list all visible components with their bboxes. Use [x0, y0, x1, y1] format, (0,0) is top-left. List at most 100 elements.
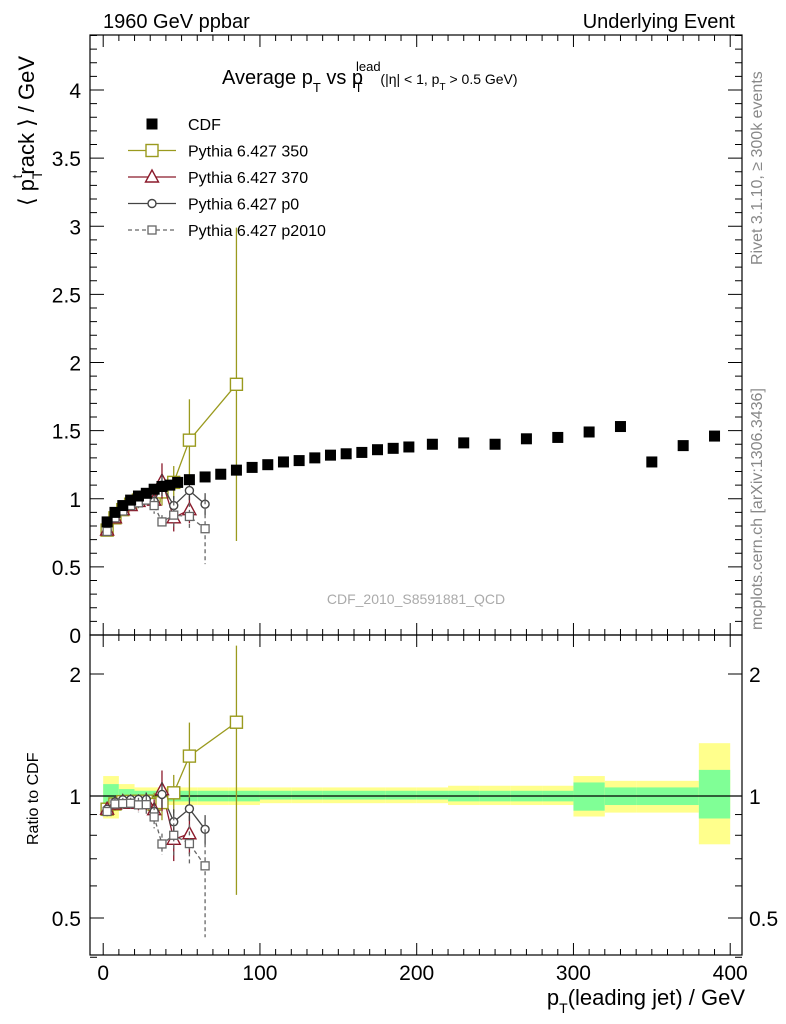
- ratio-point-pythia-6-427-350: [167, 786, 181, 800]
- y-tick-label: 2.5: [52, 284, 81, 307]
- y-tick-label: 3: [69, 216, 81, 239]
- point-cdf: [426, 438, 438, 450]
- x-tick-label: 100: [242, 962, 277, 985]
- y-tick-label: 0.5: [52, 557, 81, 580]
- band-inner-bin: [322, 790, 354, 800]
- mcplots-label: mcplots.cern.ch [arXiv:1306.3436]: [749, 388, 766, 630]
- point-cdf: [277, 456, 289, 468]
- y-tick-label: 1.5: [52, 421, 81, 444]
- legend-entry: CDF: [146, 117, 221, 134]
- band-inner-bin: [416, 790, 449, 800]
- point-cdf: [101, 516, 113, 528]
- point-cdf: [387, 442, 399, 454]
- y-tick-label: 4: [69, 80, 81, 103]
- ratio-point-pythia-6-427-p0: [184, 804, 195, 814]
- point-cdf: [132, 490, 144, 502]
- band-inner-bin: [291, 790, 323, 800]
- ratio-y-tick-label-right: 0.5: [749, 908, 778, 931]
- y-tick-label: 2: [69, 353, 81, 376]
- point-cdf: [164, 479, 176, 491]
- ratio-point-pythia-6-427-p2010: [141, 800, 151, 810]
- ratio-point-pythia-6-427-p2010: [102, 806, 112, 817]
- point-cdf: [109, 506, 121, 518]
- point-pythia-6-427-p2010: [184, 511, 195, 522]
- legend-marker: [147, 225, 157, 235]
- point-cdf: [583, 426, 595, 438]
- legend-marker: [146, 118, 158, 130]
- ratio-point-pythia-6-427-p2010: [157, 839, 167, 849]
- legend-entry: Pythia 6.427 p0: [128, 197, 299, 214]
- point-cdf: [156, 480, 168, 492]
- point-cdf: [230, 464, 242, 476]
- main-panel-series: [99, 227, 721, 565]
- band-inner-bin: [385, 790, 417, 800]
- point-pythia-6-427-p2010: [102, 526, 112, 537]
- legend-entry: Pythia 6.427 p2010: [128, 223, 326, 240]
- point-pythia-6-427-350: [229, 377, 244, 391]
- point-pythia-6-427-p2010: [200, 524, 210, 534]
- point-cdf: [246, 461, 258, 473]
- point-cdf: [324, 449, 336, 461]
- ratio-point-pythia-6-427-p2010: [200, 861, 210, 871]
- x-tick-label: 300: [556, 962, 591, 985]
- ratio-y-tick-label-right: 2: [749, 664, 761, 687]
- legend-entry: Pythia 6.427 370: [128, 168, 308, 187]
- ratio-point-pythia-6-427-350: [182, 749, 197, 763]
- legend-marker: [145, 143, 159, 158]
- ratio-point-pythia-6-427-p2010: [110, 799, 120, 809]
- point-cdf: [125, 494, 137, 506]
- y-tick-label: 3.5: [52, 148, 81, 171]
- legend-entry: Pythia 6.427 350: [128, 144, 308, 161]
- analysis-watermark: CDF_2010_S8591881_QCD: [327, 591, 505, 607]
- ratio-point-pythia-6-427-p2010: [169, 830, 179, 840]
- y-axis-label: ⟨ pTtrack ⟩ / GeV: [9, 56, 45, 206]
- point-cdf: [199, 471, 211, 483]
- point-cdf: [340, 448, 352, 460]
- point-pythia-6-427-p2010: [157, 517, 167, 527]
- point-cdf: [552, 431, 564, 443]
- ratio-y-tick-label: 0.5: [52, 908, 81, 931]
- header-right: Underlying Event: [583, 11, 736, 33]
- point-cdf: [372, 444, 384, 456]
- x-tick-label: 0: [97, 962, 109, 985]
- ratio-point-pythia-6-427-p2010: [118, 798, 128, 809]
- point-cdf: [309, 452, 321, 464]
- point-cdf: [262, 459, 274, 471]
- x-tick-label: 200: [399, 962, 434, 985]
- point-cdf: [183, 474, 195, 486]
- point-cdf: [172, 476, 184, 488]
- ratio-point-pythia-6-427-p2010: [149, 812, 159, 822]
- legend-label: Pythia 6.427 p2010: [188, 223, 326, 240]
- legend: CDF Pythia 6.427 350 Pythia 6.427 370 Pythi…: [128, 117, 326, 240]
- ratio-point-pythia-6-427-350: [229, 715, 244, 729]
- x-axis-label: pT(leading jet) / GeV: [547, 985, 745, 1016]
- legend-label: Pythia 6.427 370: [188, 170, 308, 187]
- legend-label: CDF: [188, 117, 221, 134]
- y-tick-label: 0: [69, 625, 81, 648]
- ratio-point-pythia-6-427-p2010: [184, 838, 195, 849]
- rivet-version-label: Rivet 3.1.10, ≥ 300k events: [749, 71, 766, 265]
- point-pythia-6-427-350: [182, 433, 197, 447]
- ratio-point-pythia-6-427-p2010: [133, 800, 144, 810]
- ratio-y-tick-label: 2: [69, 664, 81, 687]
- axes: 0 100 200 300 400 0 0.5 1 1.5 2 2.5 3 3.5 4 0.5 1 2 0.5 1 2: [52, 34, 778, 985]
- band-inner-bin: [354, 790, 386, 800]
- y-tick-label: 1: [69, 489, 81, 512]
- ratio-y-axis-label: Ratio to CDF: [25, 752, 42, 845]
- ratio-y-tick-label-right: 1: [749, 786, 761, 809]
- point-cdf: [215, 468, 227, 480]
- point-cdf: [117, 500, 129, 512]
- header-left: 1960 GeV ppbar: [103, 11, 250, 33]
- point-cdf: [646, 456, 658, 468]
- point-cdf: [356, 446, 368, 458]
- point-cdf: [148, 483, 160, 495]
- legend-label: Pythia 6.427 p0: [188, 197, 299, 214]
- x-tick-label: 400: [713, 962, 748, 985]
- ratio-y-tick-label: 1: [69, 786, 81, 809]
- legend-marker: [147, 198, 157, 209]
- ratio-panel-frame: [89, 634, 743, 956]
- ratio-point-pythia-6-427-p2010: [125, 798, 136, 808]
- ratio-panel-series: [99, 645, 244, 938]
- point-cdf: [709, 430, 721, 442]
